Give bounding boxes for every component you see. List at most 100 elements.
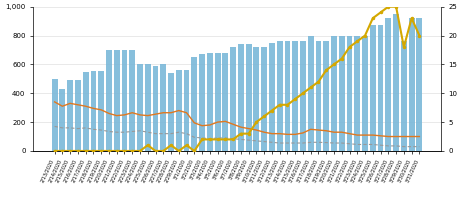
Absolute Humidity [339, 131, 345, 133]
Bar [153, 66, 158, 151]
Death Cases [52, 150, 57, 152]
Relative Humidity [284, 142, 290, 144]
Bar [316, 41, 321, 151]
Absolute Humidity [222, 120, 228, 123]
Relative Humidity [199, 137, 205, 139]
Bar [145, 64, 151, 151]
Absolute Humidity [215, 121, 220, 123]
Absolute Humidity [106, 112, 112, 115]
Absolute Humidity [114, 114, 119, 117]
Death Cases [122, 150, 128, 152]
Death Cases [331, 63, 337, 66]
Death Cases [254, 121, 259, 123]
Absolute Humidity [385, 135, 391, 138]
Relative Humidity [67, 127, 73, 129]
Death Cases [114, 150, 119, 152]
Absolute Humidity [316, 129, 321, 131]
Relative Humidity [176, 131, 182, 133]
Death Cases [98, 150, 104, 152]
Death Cases [199, 138, 205, 141]
Bar [401, 41, 407, 151]
Bar [91, 71, 96, 151]
Bar [308, 36, 314, 151]
Relative Humidity [393, 145, 399, 147]
Bar [129, 50, 135, 151]
Absolute Humidity [91, 107, 96, 110]
Bar [114, 50, 119, 151]
Death Cases [393, 5, 399, 8]
Absolute Humidity [184, 111, 190, 114]
Absolute Humidity [67, 102, 73, 105]
Relative Humidity [331, 142, 337, 144]
Absolute Humidity [145, 114, 151, 117]
Death Cases [316, 80, 321, 83]
Death Cases [191, 150, 197, 152]
Absolute Humidity [83, 105, 89, 108]
Absolute Humidity [292, 133, 298, 136]
Relative Humidity [52, 125, 57, 128]
Bar [362, 36, 368, 151]
Absolute Humidity [346, 132, 352, 135]
Absolute Humidity [98, 109, 104, 111]
Absolute Humidity [269, 132, 275, 135]
Relative Humidity [401, 145, 407, 148]
Death Cases [222, 138, 228, 141]
Relative Humidity [362, 143, 368, 146]
Relative Humidity [292, 142, 298, 144]
Absolute Humidity [323, 129, 329, 132]
Bar [160, 64, 166, 151]
Death Cases [184, 144, 190, 147]
Relative Humidity [83, 127, 89, 129]
Relative Humidity [168, 132, 174, 135]
Relative Humidity [75, 127, 81, 130]
Absolute Humidity [261, 131, 267, 133]
Absolute Humidity [393, 135, 399, 138]
Bar [183, 70, 190, 151]
Relative Humidity [308, 141, 314, 144]
Absolute Humidity [238, 126, 244, 129]
Death Cases [308, 86, 314, 89]
Absolute Humidity [409, 135, 414, 138]
Absolute Humidity [401, 135, 407, 138]
Relative Humidity [238, 138, 244, 141]
Death Cases [83, 150, 89, 152]
Death Cases [362, 34, 368, 37]
Relative Humidity [207, 137, 213, 140]
Bar [393, 14, 399, 151]
Bar [67, 80, 73, 151]
Absolute Humidity [207, 124, 213, 126]
Death Cases [284, 103, 290, 106]
Absolute Humidity [75, 103, 81, 106]
Bar [98, 71, 104, 151]
Bar [323, 41, 329, 151]
Relative Humidity [145, 131, 151, 133]
Bar [378, 26, 383, 151]
Absolute Humidity [176, 109, 182, 112]
Bar [199, 54, 205, 151]
Death Cases [370, 17, 376, 20]
Relative Humidity [160, 132, 166, 135]
Relative Humidity [346, 143, 352, 145]
Death Cases [215, 138, 220, 141]
Absolute Humidity [300, 132, 306, 134]
Relative Humidity [184, 132, 190, 135]
Death Cases [153, 150, 158, 152]
Line: Relative Humidity: Relative Humidity [55, 126, 419, 147]
Death Cases [323, 69, 329, 71]
Bar [409, 18, 415, 151]
Death Cases [129, 150, 135, 152]
Relative Humidity [106, 130, 112, 133]
Death Cases [137, 150, 143, 152]
Relative Humidity [254, 140, 259, 142]
Relative Humidity [355, 143, 360, 146]
Bar [370, 26, 376, 151]
Death Cases [160, 150, 166, 152]
Bar [269, 43, 275, 151]
Bar [346, 36, 353, 151]
Absolute Humidity [378, 135, 383, 137]
Death Cases [346, 46, 352, 48]
Bar [52, 79, 57, 151]
Absolute Humidity [52, 101, 57, 103]
Death Cases [261, 115, 267, 118]
Absolute Humidity [168, 111, 174, 114]
